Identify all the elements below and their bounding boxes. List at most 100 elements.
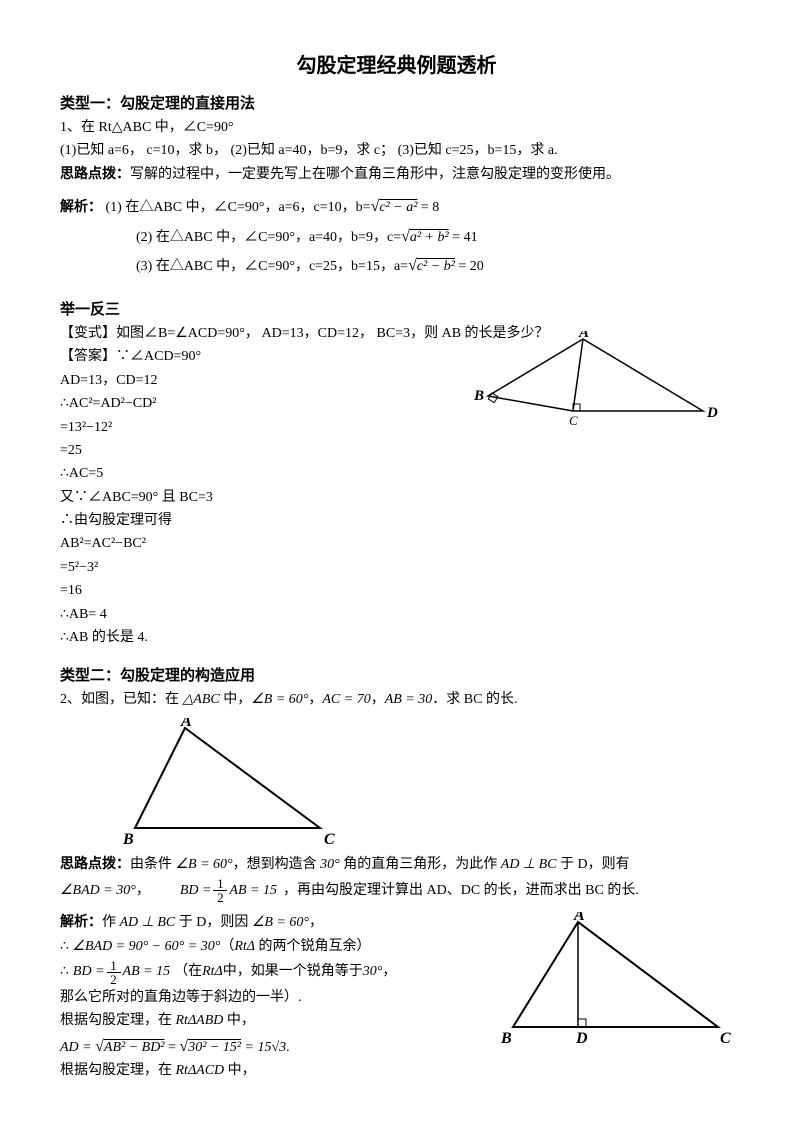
- a1-eq: = 8: [417, 200, 439, 215]
- a1-pre: (1) 在△ABC 中，∠C=90°，a=6，c=10，b=: [106, 200, 371, 215]
- h9d: AB = 15: [229, 880, 277, 902]
- svg-text:B: B: [473, 388, 484, 404]
- s6b: AB² − BD²: [104, 1040, 165, 1055]
- svg-text:B: B: [500, 1030, 512, 1047]
- s2b: ∠BAD = 90° − 60° = 30°: [72, 939, 220, 954]
- s7c: 中，: [224, 1063, 256, 1078]
- s3i: ，: [382, 961, 396, 983]
- triangle-abc-altitude-icon: A B C D: [498, 912, 733, 1047]
- svg-text:D: D: [706, 405, 718, 421]
- type1-ans2: (2) 在△ABC 中，∠C=90°，a=40，b=9，c=√a² + b² =…: [136, 224, 733, 250]
- t2-ans-label: 解析：: [60, 915, 102, 930]
- ext-l11: =16: [60, 580, 733, 602]
- figure-3: A B C D: [498, 912, 733, 1047]
- ext-l8: ∴由勾股定理可得: [60, 510, 733, 532]
- p1e: ，: [308, 692, 322, 707]
- s3g: 中，如果一个锐角等于: [223, 961, 363, 983]
- type1-ans3: (3) 在△ABC 中，∠C=90°，c=25，b=15，a=√c² − b² …: [136, 253, 733, 279]
- s3a: BD =: [73, 961, 105, 983]
- h1: 由条件: [130, 857, 176, 872]
- h6: AD ⊥ BC: [501, 857, 557, 872]
- type2-hint-2: ∠BAD = 30°， BD = 1 2 AB = 15 ，再由勾股定理计算出 …: [60, 877, 733, 904]
- svg-text:A: A: [573, 912, 585, 924]
- s7b: RtΔACD: [176, 1063, 225, 1078]
- h9a: BD =: [180, 880, 212, 902]
- page-title: 勾股定理经典例题透析: [60, 50, 733, 82]
- p1h: AB = 30: [385, 692, 433, 707]
- s1e: ，: [309, 915, 323, 930]
- a3-eq: = 20: [455, 259, 484, 274]
- h9c: 2: [217, 891, 224, 904]
- figure-1: A B C D: [473, 331, 723, 431]
- p1c: 中，: [220, 692, 252, 707]
- triangle-abcd-icon: A B C D: [473, 331, 723, 431]
- s7a: 根据勾股定理，在: [60, 1063, 176, 1078]
- hint-label: 思路点拨：: [60, 167, 130, 182]
- s2e: 的两个锐角互余）: [255, 939, 371, 954]
- a3-pre: (3) 在△ABC 中，∠C=90°，c=25，b=15，a=: [136, 259, 408, 274]
- s6d: 30² − 15²: [188, 1040, 241, 1055]
- t2-hint-label: 思路点拨：: [60, 857, 130, 872]
- s3h: 30°: [363, 961, 383, 983]
- s7: 根据勾股定理，在 RtΔACD 中，: [60, 1060, 733, 1082]
- h4: 30°: [320, 857, 340, 872]
- s6c: =: [165, 1040, 180, 1055]
- s5c: 中，: [223, 1013, 255, 1028]
- h9b: 1: [217, 877, 224, 890]
- a2-pre: (2) 在△ABC 中，∠C=90°，a=40，b=9，c=: [136, 230, 401, 245]
- svg-text:C: C: [324, 831, 335, 848]
- section-type1-heading: 类型一：勾股定理的直接用法: [60, 92, 733, 116]
- ext-a-label: 【答案】: [60, 349, 116, 364]
- ext-l5: =25: [60, 440, 733, 462]
- s2d: RtΔ: [234, 939, 255, 954]
- s2a: ∴: [60, 939, 72, 954]
- svg-text:A: A: [578, 331, 589, 341]
- h7: 于 D，则有: [557, 857, 630, 872]
- a3-rad: c² − b²: [417, 259, 455, 274]
- ext-heading: 举一反三: [60, 298, 733, 322]
- s1b: AD ⊥ BC: [120, 915, 176, 930]
- ext-l12: ∴AB= 4: [60, 604, 733, 626]
- ext-l1-txt: ∵∠ACD=90°: [116, 349, 201, 364]
- s1a: 作: [102, 915, 120, 930]
- section-type2-heading: 类型二：勾股定理的构造应用: [60, 664, 733, 688]
- ext-q-label: 【变式】: [60, 326, 116, 341]
- a2-eq: = 41: [449, 230, 478, 245]
- svg-text:C: C: [569, 413, 578, 428]
- h3: ，想到构造含: [233, 857, 321, 872]
- svg-text:B: B: [122, 831, 134, 848]
- figure-2: A B C: [120, 718, 733, 848]
- type1-hint: 思路点拨：写解的过程中，一定要先写上在哪个直角三角形中，注意勾股定理的变形使用。: [60, 164, 733, 186]
- p1i: ．求 BC 的长.: [432, 692, 517, 707]
- s3d: AB = 15: [123, 961, 171, 983]
- s6a: AD =: [60, 1040, 95, 1055]
- s3: ∴ BD = 1 2 AB = 15 （在 RtΔ 中，如果一个锐角等于 30°…: [60, 959, 498, 986]
- hint-text: 写解的过程中，一定要先写上在哪个直角三角形中，注意勾股定理的变形使用。: [130, 167, 620, 182]
- ext-l10: =5²−3²: [60, 557, 733, 579]
- p1d: ∠B = 60°: [251, 692, 308, 707]
- a2-rad: a² + b²: [410, 230, 449, 245]
- h10: ，再由勾股定理计算出 AD、DC 的长，进而求出 BC 的长.: [283, 880, 639, 902]
- s5a: 根据勾股定理，在: [60, 1013, 176, 1028]
- type2-p1: 2、如图，已知：在 △ABC 中，∠B = 60°，AC = 70，AB = 3…: [60, 689, 733, 711]
- svg-text:D: D: [575, 1030, 588, 1047]
- type1-ans1: 解析： (1) 在△ABC 中，∠C=90°，a=6，c=10，b=√c² − …: [60, 194, 733, 220]
- ext-l9: AB²=AC²−BC²: [60, 533, 733, 555]
- h5: 角的直角三角形，为此作: [340, 857, 501, 872]
- p1b: △ABC: [183, 692, 220, 707]
- h2: ∠B = 60°: [176, 857, 233, 872]
- svg-text:C: C: [720, 1030, 731, 1047]
- ext-l6: ∴AC=5: [60, 463, 733, 485]
- type1-p1: 1、在 Rt△ABC 中，∠C=90°: [60, 117, 733, 139]
- type1-p2: (1)已知 a=6， c=10，求 b， (2)已知 a=40，b=9，求 c；…: [60, 140, 733, 162]
- p1a: 2、如图，已知：在: [60, 692, 183, 707]
- s6e: = 15√3: [241, 1040, 286, 1055]
- svg-text:A: A: [180, 718, 192, 730]
- h8: ∠BAD = 30°: [60, 880, 136, 902]
- s2c: （: [220, 939, 234, 954]
- s3e: （在: [174, 961, 202, 983]
- s3f: RtΔ: [202, 961, 223, 983]
- p1f: AC = 70: [322, 692, 370, 707]
- s3b: 1: [110, 959, 117, 972]
- s1d: ∠B = 60°: [252, 915, 309, 930]
